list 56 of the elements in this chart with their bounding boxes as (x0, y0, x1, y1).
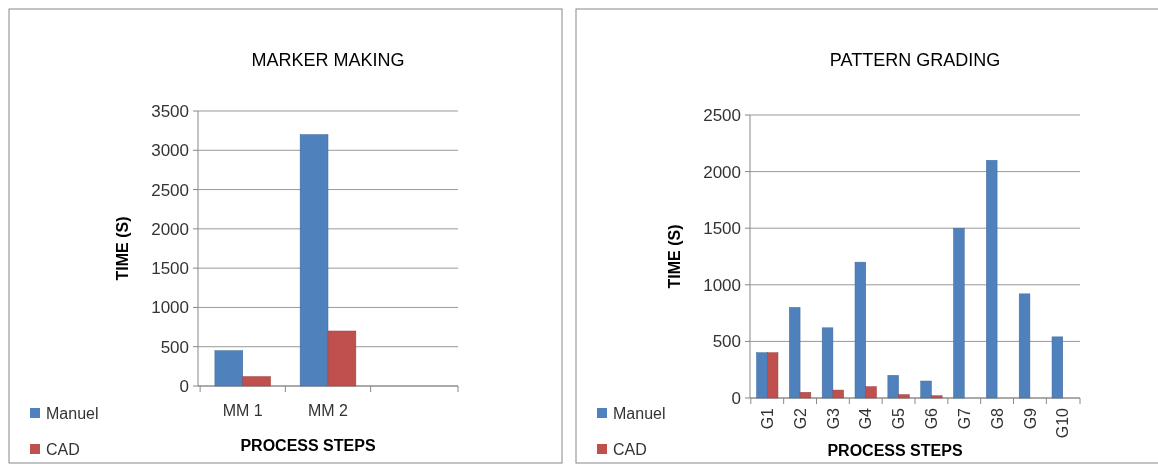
bar (1018, 293, 1031, 399)
bar (931, 395, 943, 399)
x-tick-label: G2 (791, 407, 809, 430)
x-tick-label: MM 2 (308, 402, 349, 419)
bar (799, 392, 812, 399)
y-tick-label: 500 (160, 337, 189, 357)
legend-label: CAD (46, 440, 80, 458)
y-tick-label: 2000 (151, 219, 189, 239)
y-tick-label: 3000 (151, 141, 189, 161)
y-tick-label: 2000 (703, 162, 741, 182)
x-tick-label: G6 (923, 407, 941, 430)
bar (1051, 336, 1064, 399)
bar (887, 375, 899, 399)
bar (766, 352, 779, 399)
x-tick-label: G5 (890, 407, 908, 430)
y-tick-label: 2500 (151, 180, 189, 200)
y-tick-label: 1500 (703, 219, 741, 239)
x-tick-label: G10 (1054, 407, 1072, 439)
y-axis-title: TIME (S) (114, 216, 131, 281)
y-tick-label: 2500 (703, 105, 741, 125)
x-tick-label: G9 (1021, 407, 1039, 430)
bar (299, 134, 329, 387)
legend-label: Manuel (613, 404, 666, 422)
legend-label: Manuel (46, 404, 99, 422)
x-axis-title: PROCESS STEPS (240, 437, 376, 454)
bar (789, 307, 801, 399)
x-tick-label: G1 (758, 407, 776, 430)
x-axis-title: PROCESS STEPS (827, 442, 963, 459)
y-tick-label: 0 (179, 376, 189, 396)
y-tick-label: 3500 (151, 101, 189, 121)
bar (327, 330, 357, 387)
bar (920, 380, 932, 399)
bar (756, 352, 768, 399)
bar (865, 386, 877, 399)
bar (953, 227, 965, 399)
bar (821, 327, 834, 399)
y-tick-label: 0 (731, 388, 741, 408)
bar (832, 389, 844, 399)
chart-title: PATTERN GRADING (829, 50, 1001, 70)
y-tick-label: 1500 (151, 259, 189, 279)
y-axis-title: TIME (S) (666, 224, 683, 289)
legend-label: CAD (613, 440, 647, 458)
bar (854, 261, 866, 399)
bar (986, 160, 998, 399)
y-tick-label: 1000 (703, 275, 741, 295)
y-tick-label: 500 (712, 332, 741, 352)
x-tick-label: MM 1 (222, 402, 263, 419)
bar (242, 376, 271, 387)
x-tick-label: G3 (824, 407, 842, 430)
x-tick-label: G7 (955, 407, 973, 430)
chart-title: MARKER MAKING (251, 50, 405, 70)
y-tick-label: 1000 (151, 298, 189, 318)
x-tick-label: G4 (857, 407, 875, 430)
bar (898, 394, 910, 399)
x-tick-label: G8 (988, 407, 1006, 430)
bar (214, 350, 243, 387)
